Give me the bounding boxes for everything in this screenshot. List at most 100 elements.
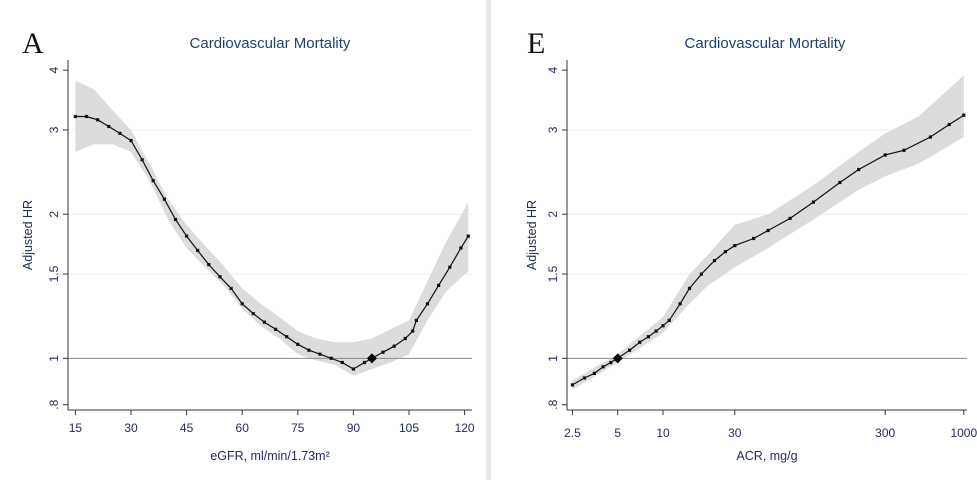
data-point	[318, 352, 322, 356]
x-tick-label: 1000	[950, 426, 977, 440]
x-tick-label: 30	[728, 426, 742, 440]
data-point	[151, 179, 155, 183]
data-point	[962, 113, 966, 117]
chart-title: Cardiovascular Mortality	[190, 35, 351, 52]
data-point	[285, 335, 289, 339]
panel-letter: A	[22, 27, 44, 60]
data-point	[883, 153, 887, 157]
data-point	[118, 131, 122, 135]
data-point	[207, 263, 211, 267]
data-point	[654, 329, 658, 333]
data-point	[162, 197, 166, 201]
panel-e: E Cardiovascular Mortality Adjusted HR A…	[491, 0, 977, 480]
panel-a: A Cardiovascular Mortality Adjusted HR e…	[0, 0, 486, 480]
data-point	[262, 320, 266, 324]
x-tick-label: 30	[124, 421, 138, 435]
data-point	[381, 350, 385, 354]
reference-point-marker	[612, 353, 623, 364]
data-point	[466, 234, 470, 238]
x-axis-label: eGFR, ml/min/1.73m²	[210, 449, 329, 463]
y-axis-label: Adjusted HR	[525, 200, 539, 270]
y-tick-label: 1	[546, 355, 560, 362]
data-point	[661, 324, 665, 328]
data-point	[129, 139, 133, 143]
data-point	[766, 228, 770, 233]
data-point	[448, 265, 452, 269]
reference-point-marker	[366, 353, 377, 364]
x-tick-label: 2.5	[564, 426, 581, 440]
data-point	[73, 114, 77, 119]
data-point	[251, 312, 255, 316]
x-tick-label: 10	[656, 426, 670, 440]
data-point	[340, 360, 344, 365]
x-tick-label: 60	[236, 421, 250, 435]
data-point	[788, 216, 792, 220]
data-point	[838, 180, 842, 185]
chart-acr: E Cardiovascular Mortality Adjusted HR A…	[525, 27, 977, 463]
panel-divider	[486, 0, 491, 480]
data-point	[857, 167, 861, 172]
data-point	[752, 236, 756, 241]
data-point	[84, 114, 89, 119]
data-point	[678, 302, 682, 306]
data-point	[628, 348, 632, 352]
data-point	[902, 148, 906, 152]
data-point	[196, 248, 200, 253]
confidence-band	[572, 75, 964, 390]
y-tick-label: 1.5	[47, 265, 61, 282]
data-point	[414, 318, 418, 322]
data-point	[274, 327, 278, 331]
data-point	[811, 200, 815, 204]
data-point	[928, 135, 932, 139]
x-tick-label: 120	[455, 421, 475, 435]
data-point	[96, 118, 100, 122]
data-point	[667, 318, 671, 322]
confidence-band	[75, 80, 469, 376]
data-point	[592, 371, 596, 375]
y-tick-label: 1.5	[546, 265, 560, 282]
data-point	[362, 360, 367, 365]
data-point	[218, 275, 222, 279]
y-tick-label: 4	[546, 66, 560, 73]
chart-title: Cardiovascular Mortality	[685, 35, 846, 52]
x-tick-label: 75	[291, 421, 305, 435]
data-point	[425, 302, 430, 306]
data-point	[609, 360, 613, 365]
x-tick-label: 90	[347, 421, 361, 435]
data-point	[107, 124, 111, 129]
data-point	[392, 344, 396, 348]
y-tick-label: .8	[546, 399, 560, 409]
data-point	[173, 217, 178, 222]
data-point	[185, 234, 189, 238]
data-point	[699, 272, 703, 276]
x-tick-label: 45	[180, 421, 194, 435]
data-point	[570, 383, 574, 387]
data-point	[437, 283, 441, 287]
y-tick-label: 2	[546, 211, 560, 218]
y-tick-label: 2	[47, 211, 61, 218]
data-point	[947, 122, 951, 127]
data-point	[240, 302, 244, 306]
data-point	[646, 335, 650, 339]
x-tick-label: 105	[399, 421, 419, 435]
data-point	[351, 367, 355, 371]
data-point	[712, 259, 717, 263]
y-tick-label: 3	[47, 126, 61, 133]
x-axis-label: ACR, mg/g	[736, 449, 797, 463]
data-point	[296, 342, 300, 346]
data-point	[140, 158, 144, 162]
y-tick-label: .8	[47, 399, 61, 409]
data-point	[638, 340, 642, 344]
data-point	[723, 250, 727, 254]
data-point	[601, 365, 605, 369]
data-point	[733, 244, 737, 248]
data-point	[411, 329, 415, 333]
y-tick-label: 3	[546, 126, 560, 133]
y-tick-label: 1	[47, 355, 61, 362]
data-point	[459, 246, 463, 250]
y-tick-label: 4	[47, 66, 61, 73]
panel-letter: E	[527, 27, 545, 60]
x-tick-label: 5	[614, 426, 621, 440]
y-axis-label: Adjusted HR	[21, 200, 35, 270]
data-point	[307, 348, 311, 352]
